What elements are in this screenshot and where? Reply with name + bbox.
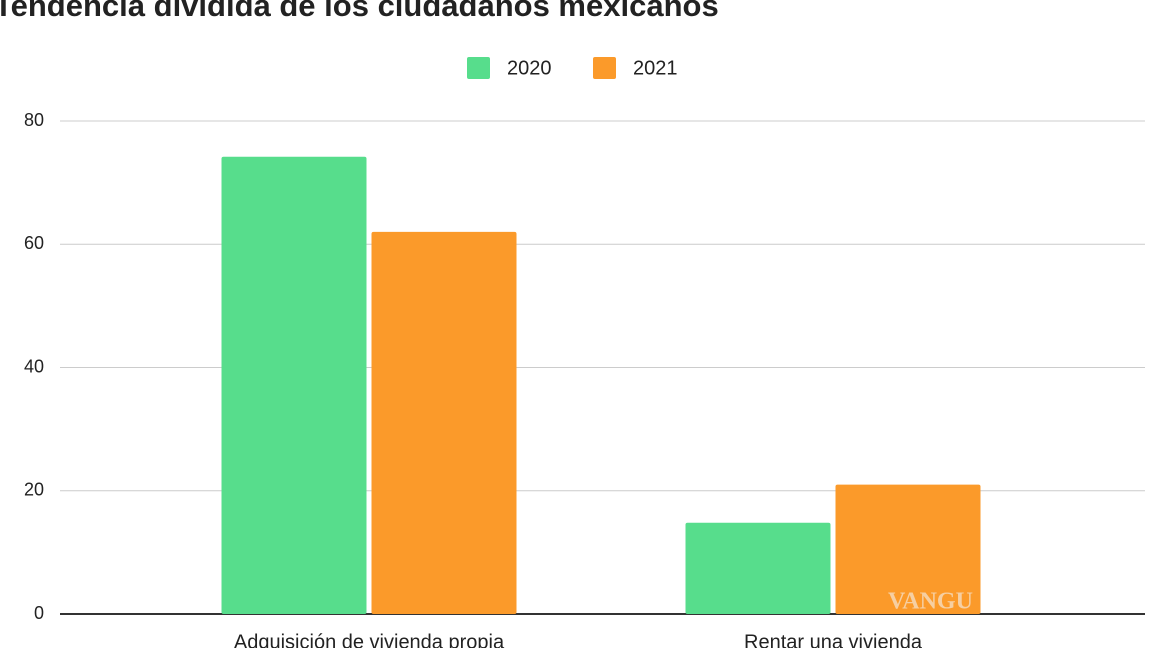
legend-label: 2021 <box>633 57 678 79</box>
chart-title: Tendencia dividida de los ciudadanos mex… <box>0 0 719 23</box>
legend-label: 2020 <box>507 57 552 79</box>
x-tick-label: Rentar una vivienda <box>744 631 923 648</box>
y-tick-label: 60 <box>24 233 44 253</box>
bar <box>685 522 831 614</box>
bar <box>221 156 367 614</box>
y-tick-label: 80 <box>24 110 44 130</box>
bar <box>835 484 981 614</box>
watermark: VANGU <box>888 589 973 615</box>
y-tick-label: 0 <box>34 603 44 623</box>
legend-swatch <box>593 57 616 79</box>
legend-swatch <box>467 57 490 79</box>
y-tick-label: 40 <box>24 356 44 376</box>
bar <box>371 231 517 615</box>
y-tick-label: 20 <box>24 480 44 500</box>
x-tick-label: Adquisición de vivienda propia <box>234 631 505 648</box>
